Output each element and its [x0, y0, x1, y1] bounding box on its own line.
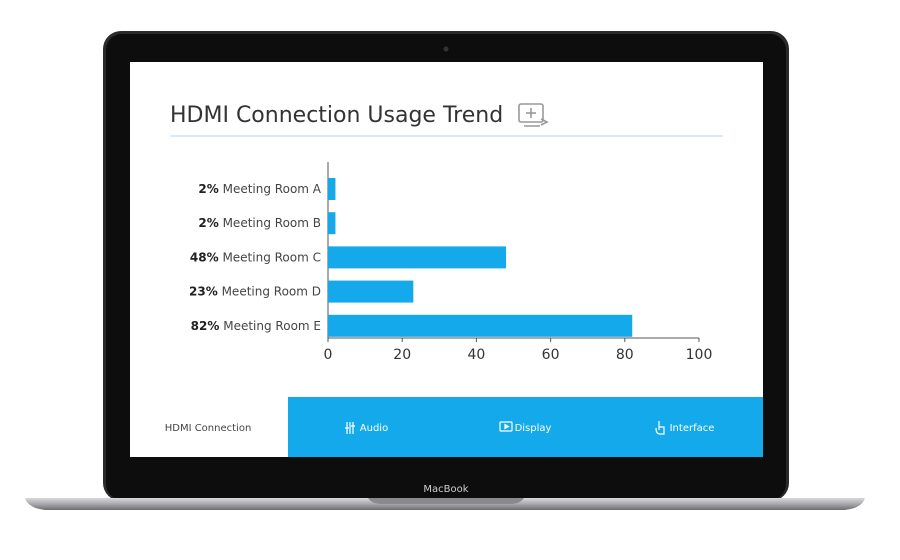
tab-label[interactable]: HDMI Connection [165, 423, 252, 434]
x-tick-label: 0 [324, 347, 333, 363]
tab-icons [345, 421, 665, 435]
camera [443, 46, 449, 52]
category-name: Meeting Room A [223, 182, 322, 196]
tab-strip[interactable] [288, 397, 763, 457]
value-label: 82% [191, 318, 220, 332]
category-name: Meeting Room C [222, 250, 321, 264]
category-name: Meeting Room B [223, 216, 321, 230]
category-label: 82% Meeting Room E [191, 318, 321, 332]
category-name: Meeting Room D [222, 284, 321, 298]
x-tick-label: 60 [542, 347, 560, 363]
chart-title: HDMI Connection Usage Trend [170, 103, 503, 128]
x-tick-label: 100 [686, 347, 713, 363]
category-name: Meeting Room E [223, 318, 321, 332]
value-label: 48% [190, 250, 219, 264]
x-tick-label: 20 [393, 347, 411, 363]
value-label: 23% [189, 284, 218, 298]
bar [328, 314, 633, 337]
tab-label[interactable]: Interface [670, 423, 715, 434]
bar [328, 246, 507, 269]
bar [328, 178, 336, 200]
tab-label[interactable]: Audio [360, 423, 388, 434]
tab-label[interactable]: Display [515, 423, 552, 434]
device-label: MacBook [423, 484, 468, 495]
bar [328, 212, 336, 235]
x-tick-label: 80 [616, 347, 634, 363]
value-label: 2% [198, 182, 218, 196]
base-notch [368, 498, 524, 504]
x-tick-label: 40 [467, 347, 485, 363]
category-label: 2% Meeting Room B [198, 216, 321, 230]
bar [328, 280, 414, 303]
value-label: 2% [198, 216, 218, 230]
title-icon [518, 103, 549, 127]
category-label: 48% Meeting Room C [190, 250, 321, 264]
category-label: 23% Meeting Room D [189, 284, 321, 298]
tab-active[interactable] [130, 397, 288, 457]
category-label: 2% Meeting Room A [198, 182, 321, 196]
